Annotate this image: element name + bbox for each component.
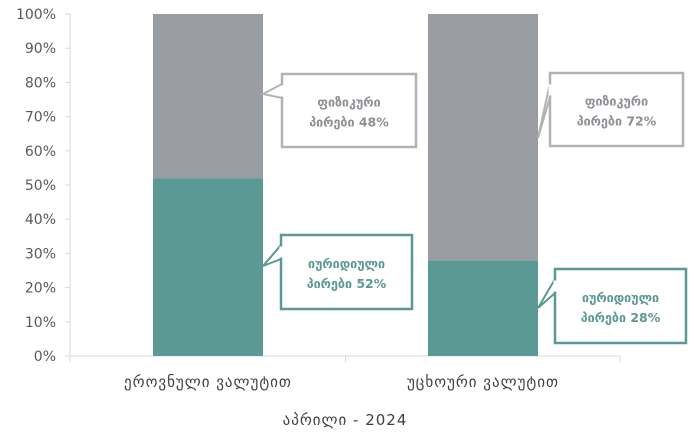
callout-box [280, 72, 418, 149]
callout-physical-1: ფიზიკური პირები 72% [537, 71, 685, 148]
callout-pointer [537, 275, 556, 309]
bar-legal-0 [153, 178, 263, 356]
callout-physical-0: ფიზიკური პირები 48% [260, 72, 418, 149]
x-category-label: უცხოური ვალუტით [407, 373, 559, 391]
bar-physical-0 [153, 14, 263, 179]
chart-labels: 0% 10% 20% 30% 40% 50% 60% 70% 80% 90% 100% ეროვნულ… [16, 7, 559, 429]
callout-text: პირები 52% [307, 276, 387, 291]
callout-text: იურიდიული [308, 256, 385, 271]
callout-text: ფიზიკური [317, 95, 380, 110]
y-tick-label: 70% [25, 110, 56, 126]
y-tick-label: 20% [25, 281, 56, 297]
y-tick-label: 10% [25, 315, 56, 331]
callout-legal-1: იურიდიული პირები 28% [537, 267, 688, 345]
callout-text: ფიზიკური [585, 94, 648, 109]
y-tick-label: 0% [34, 349, 56, 365]
callout-text: იურიდიული [582, 290, 659, 305]
x-category-label: ეროვნული ვალუტით [124, 373, 292, 391]
chart-bars [153, 14, 538, 356]
callout-text: პირები 72% [577, 114, 657, 129]
callout-text: პირები 48% [309, 115, 389, 130]
callout-text: პირები 28% [581, 310, 661, 325]
y-tick-label: 90% [25, 41, 56, 57]
callout-pointer [537, 82, 551, 139]
callout-pointer [260, 82, 283, 100]
callout-box [553, 267, 688, 345]
y-tick-label: 60% [25, 144, 56, 160]
y-tick-label: 30% [25, 246, 56, 262]
y-tick-label: 80% [25, 75, 56, 91]
bar-legal-1 [428, 260, 538, 356]
y-tick-label: 100% [16, 7, 56, 23]
callout-legal-0: იურიდიული პირები 52% [262, 233, 414, 311]
chart-callouts: იურიდიული პირები 52% იურიდიული პირები 28% ფი… [260, 71, 688, 345]
callout-pointer [262, 242, 282, 267]
bar-physical-1 [428, 14, 538, 261]
callout-box [548, 71, 685, 148]
y-tick-label: 50% [25, 178, 56, 194]
callout-box [279, 233, 414, 311]
x-axis-title: აპრილი - 2024 [283, 411, 408, 429]
y-tick-label: 40% [25, 212, 56, 228]
